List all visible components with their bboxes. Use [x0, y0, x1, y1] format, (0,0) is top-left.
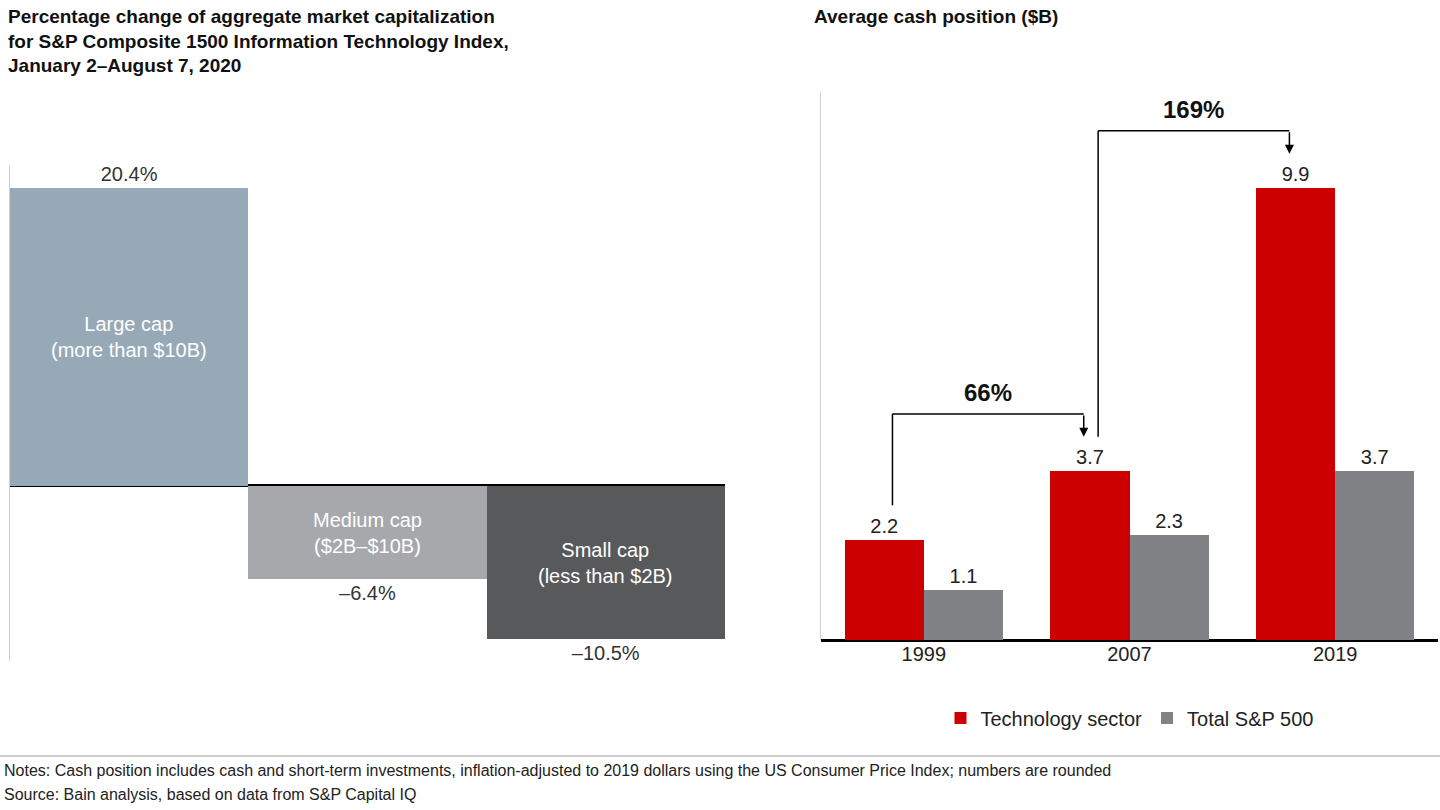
svg-text:1.1: 1.1 — [950, 565, 978, 587]
svg-text:Source: Bain analysis, based o: Source: Bain analysis, based on data fro… — [4, 786, 416, 803]
svg-text:Percentage change of aggregate: Percentage change of aggregate market ca… — [8, 6, 509, 76]
svg-text:3.7: 3.7 — [1361, 446, 1389, 468]
svg-text:1999: 1999 — [902, 643, 947, 665]
svg-text:Total S&P 500: Total S&P 500 — [1187, 708, 1313, 730]
svg-text:9.9: 9.9 — [1282, 163, 1310, 185]
svg-text:2007: 2007 — [1107, 643, 1152, 665]
svg-text:2.2: 2.2 — [870, 515, 898, 537]
svg-text:–6.4%: –6.4% — [339, 582, 396, 604]
svg-text:Large cap(more than $10B): Large cap(more than $10B) — [51, 313, 207, 361]
svg-text:66%: 66% — [964, 379, 1012, 406]
svg-text:–10.5%: –10.5% — [572, 642, 640, 664]
svg-text:20.4%: 20.4% — [101, 163, 158, 185]
svg-text:2.3: 2.3 — [1155, 510, 1183, 532]
svg-text:Small cap(less than $2B): Small cap(less than $2B) — [538, 539, 673, 587]
svg-text:3.7: 3.7 — [1076, 446, 1104, 468]
svg-text:169%: 169% — [1163, 96, 1224, 123]
svg-text:Technology sector: Technology sector — [981, 708, 1143, 730]
svg-text:Average cash position ($B): Average cash position ($B) — [814, 6, 1058, 27]
svg-text:Medium cap($2B–$10B): Medium cap($2B–$10B) — [313, 509, 422, 557]
svg-text:2019: 2019 — [1313, 643, 1358, 665]
svg-text:Notes: Cash position includes: Notes: Cash position includes cash and s… — [4, 762, 1111, 779]
